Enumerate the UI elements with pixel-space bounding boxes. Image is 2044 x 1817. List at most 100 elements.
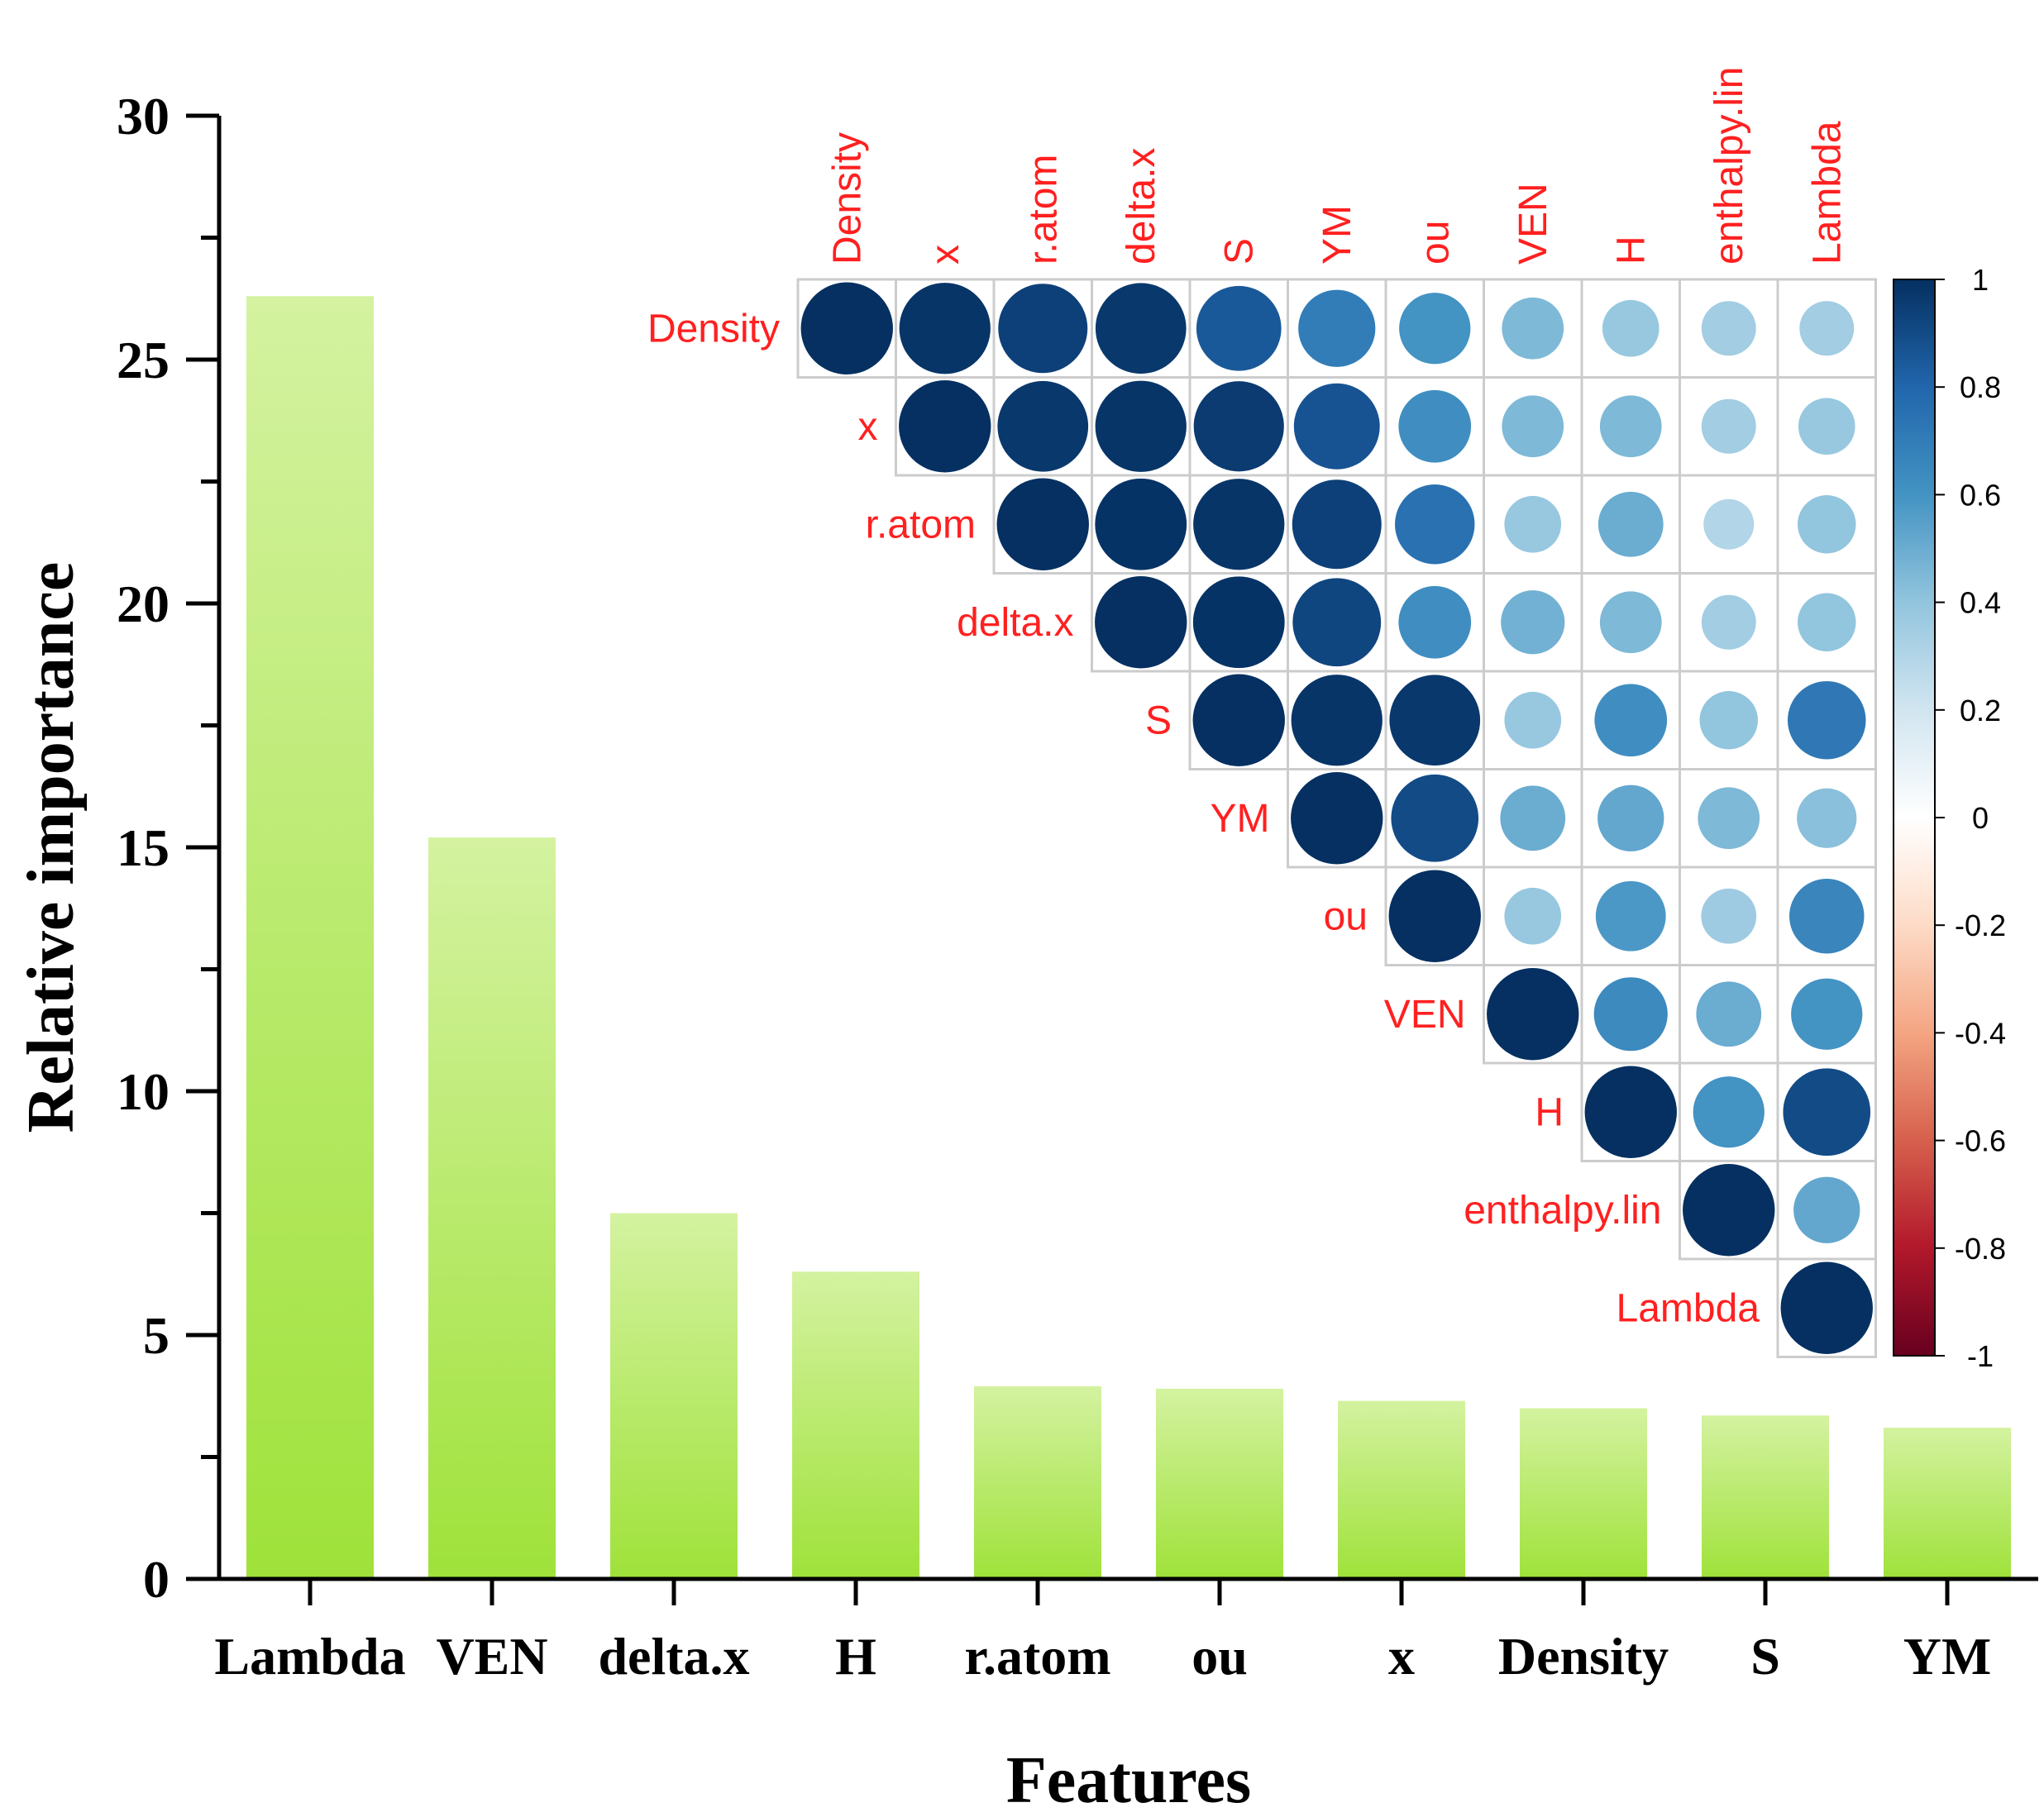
corr-circle-x-H [1599,395,1662,458]
corr-col-label: VEN [1512,183,1555,265]
x-tick-label: delta.x [598,1627,749,1686]
corr-circle-x-S [1193,381,1284,472]
corr-col-label: S [1217,238,1261,265]
x-tick-label: r.atom [964,1627,1110,1686]
x-tick-label: VEN [436,1627,547,1686]
corr-circle-delta.x-Lambda [1798,593,1856,651]
corr-circle-r.atom-Lambda [1798,495,1856,554]
corr-circle-x-VEN [1502,395,1564,458]
corr-circle-ou-enthalpy.lin [1701,888,1757,944]
corr-row-label: x [858,405,878,449]
corr-circle-Density-enthalpy.lin [1701,301,1756,356]
corr-circle-r.atom-enthalpy.lin [1703,498,1755,550]
colorbar-tick-label: 0 [1972,801,1989,835]
corr-circle-r.atom-delta.x [1095,478,1187,570]
corr-row-label: H [1535,1090,1564,1134]
corr-circle-Density-ou [1399,293,1471,365]
x-tick-label: S [1750,1627,1780,1686]
bar-H [792,1271,919,1579]
corr-circle-delta.x-S [1192,576,1285,669]
corr-circle-delta.x-H [1599,591,1662,654]
corr-circle-x-ou [1398,389,1472,463]
corr-circle-enthalpy.lin-enthalpy.lin [1683,1164,1775,1257]
corr-circle-H-Lambda [1783,1068,1871,1156]
bar-r.atom [974,1385,1101,1579]
y-tick-label: 25 [117,331,170,389]
corr-col-label: Lambda [1805,121,1849,265]
corr-circle-YM-ou [1391,774,1479,862]
corr-circle-ou-VEN [1504,887,1562,945]
corr-row-label: Lambda [1617,1286,1760,1330]
colorbar: 1 0.8 0.6 0.4 0.2 0 -0.2 -0.4 -0.6 -0.8 -1 [1893,263,2006,1373]
colorbar-tick-label: 0.2 [1960,694,2001,727]
corr-circle-S-VEN [1504,691,1562,749]
corr-col-label: Density [825,132,869,265]
colorbar-tick-label: -1 [1967,1339,1994,1373]
corr-circle-delta.x-delta.x [1095,576,1187,669]
corr-circle-ou-ou [1388,870,1481,962]
corr-circle-S-YM [1291,675,1383,766]
y-axis-title: Relative importance [15,562,88,1133]
corr-col-label: r.atom [1021,155,1065,265]
corr-circle-Density-delta.x [1095,283,1187,374]
x-tick-label: x [1388,1627,1415,1686]
corr-row-label: enthalpy.lin [1464,1189,1661,1233]
x-axis-title: Features [1006,1744,1251,1817]
x-tick-label: Lambda [214,1627,405,1686]
corr-row-label: r.atom [866,503,976,546]
corr-circle-Lambda-Lambda [1780,1261,1873,1354]
corr-row-label: ou [1324,894,1368,938]
corr-circle-Density-x [899,283,991,374]
corr-col-label: enthalpy.lin [1707,67,1751,265]
corr-row-label: Density [647,307,780,351]
correlation-grid [796,278,1877,1358]
corr-row-label: VEN [1384,993,1466,1037]
corr-circle-ou-H [1595,880,1666,951]
corr-row-label: S [1145,699,1172,742]
y-tick-label: 5 [143,1306,170,1365]
corr-circle-VEN-enthalpy.lin [1696,981,1762,1047]
corr-circle-ou-Lambda [1789,879,1865,954]
corr-col-label: H [1609,236,1653,265]
correlation-row-labels: Density x r.atom delta.x S YM ou VEN Henthalpy.l… [647,307,1760,1330]
y-tick-label: 20 [117,575,170,633]
y-tick-label: 15 [117,818,170,877]
colorbar-tick-label: -0.8 [1955,1232,2006,1266]
corr-col-label: delta.x [1120,148,1163,265]
x-tick-label: ou [1192,1627,1248,1686]
bar-Density [1520,1408,1647,1579]
corr-circle-enthalpy.lin-Lambda [1793,1176,1860,1243]
colorbar-gradient [1893,279,1936,1357]
colorbar-tick-label: 0.6 [1960,478,2001,512]
corr-circle-x-Lambda [1798,398,1855,455]
bar-YM [1884,1428,2011,1579]
y-ticks: 0 5 10 15 20 25 30 [117,87,219,1609]
corr-circle-delta.x-VEN [1501,590,1565,655]
bars [246,296,2011,1579]
corr-circle-H-H [1584,1066,1677,1158]
corr-col-label: YM [1316,205,1359,265]
x-tick-label: H [835,1627,876,1686]
x-tick-label: Density [1498,1627,1669,1686]
corr-circle-x-x [899,380,991,473]
colorbar-tick-label: 0.8 [1960,370,2001,404]
corr-circle-YM-Lambda [1797,788,1857,848]
y-tick-label: 10 [117,1062,170,1121]
corr-circle-Density-YM [1298,289,1376,367]
corr-circle-delta.x-enthalpy.lin [1701,594,1756,650]
colorbar-tick-label: -0.4 [1955,1016,2006,1050]
corr-circle-Density-S [1196,285,1282,371]
colorbar-tick-label: -0.6 [1955,1124,2006,1158]
corr-circle-r.atom-r.atom [996,478,1089,570]
corr-circle-VEN-Lambda [1791,978,1863,1050]
corr-circle-H-enthalpy.lin [1693,1076,1765,1148]
corr-circle-S-enthalpy.lin [1699,691,1758,750]
corr-circle-x-r.atom [997,380,1089,472]
y-tick-label: 30 [117,87,170,145]
colorbar-tick-label: -0.2 [1955,909,2006,942]
corr-circle-r.atom-YM [1292,479,1382,570]
corr-circle-x-enthalpy.lin [1701,398,1756,454]
